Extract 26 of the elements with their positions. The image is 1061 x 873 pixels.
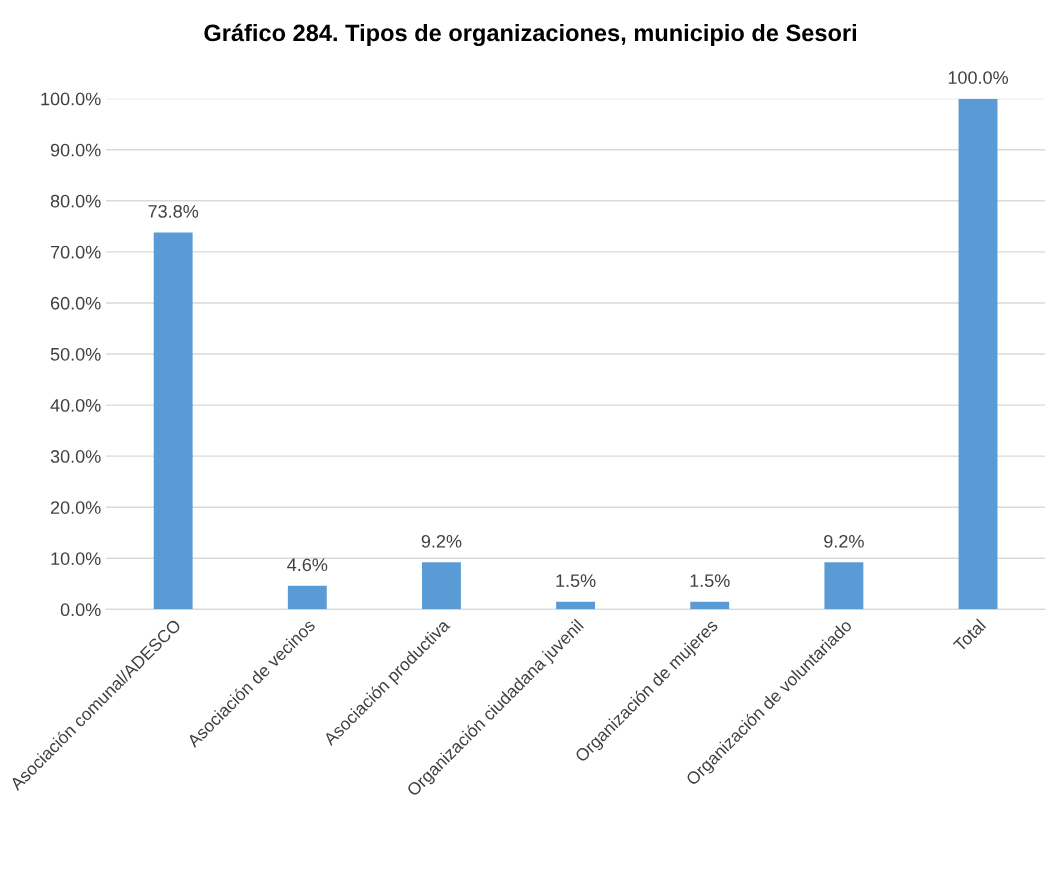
data-label: 73.8% (148, 204, 199, 218)
data-label: 9.2% (824, 534, 864, 548)
data-label: 1.5% (690, 574, 730, 588)
y-tick-label: 0.0% (60, 603, 101, 617)
y-tick-label: 60.0% (50, 296, 101, 310)
y-tick-label: 90.0% (50, 143, 101, 157)
data-label: 100.0% (948, 71, 1008, 84)
y-tick-label: 80.0% (50, 194, 101, 208)
y-tick-label: 10.0% (51, 552, 101, 565)
chart-title: Gráfico 284. Tipos de organizaciones, municipio de Sesori (204, 23, 857, 47)
y-tick-label: 50.0% (50, 347, 101, 361)
data-label: 9.2% (421, 534, 462, 548)
bar (287, 585, 327, 610)
bar (153, 232, 193, 610)
y-tick-label: 40.0% (50, 399, 101, 412)
bar (824, 562, 864, 610)
y-tick-label: 100.0% (41, 92, 101, 106)
bar (422, 562, 461, 610)
data-label: 4.6% (287, 558, 328, 572)
y-tick-label: 70.0% (50, 245, 101, 259)
y-tick-label: 20.0% (50, 501, 101, 514)
bar (958, 98, 998, 610)
bar (690, 601, 730, 610)
y-tick-label: 30.0% (50, 450, 101, 463)
data-label: 1.5% (556, 574, 596, 588)
bar (556, 601, 596, 610)
